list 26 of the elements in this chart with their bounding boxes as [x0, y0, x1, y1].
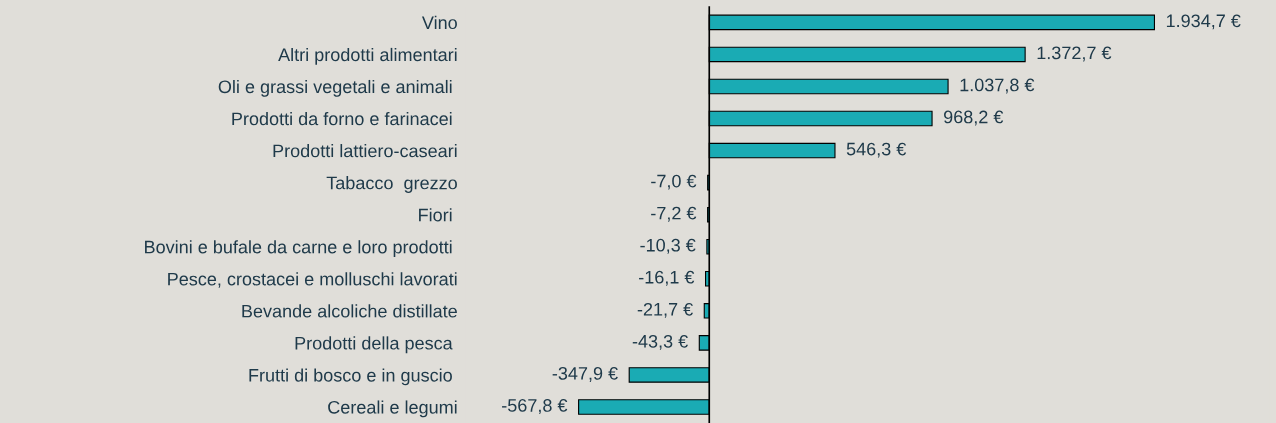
data-label: 968,2 € [944, 110, 1004, 126]
y-tick-label: Bevande alcoliche distillate [242, 304, 457, 318]
data-label: -16,1 € [639, 270, 695, 286]
data-label: 1.934,7 € [1166, 14, 1241, 30]
y-tick-label: Prodotti da forno e farinacei [232, 111, 452, 126]
y-tick-label: Cereali e legumi [328, 400, 457, 418]
y-tick-label: Oli e grassi vegetali e animali [218, 79, 452, 97]
data-label: -347,9 € [552, 366, 618, 382]
data-label: -7,0 € [651, 174, 697, 190]
data-label: -43,3 € [632, 334, 688, 350]
data-label: 1.372,7 € [1037, 46, 1112, 62]
y-tick-label: Prodotti lattiero-caseari [273, 144, 457, 158]
y-tick-label: Bovini e bufale da carne e loro prodotti [145, 240, 452, 258]
data-label: -10,3 € [640, 238, 696, 254]
data-label: -567,8 € [502, 399, 568, 414]
y-tick-label: Prodotti della pesca [295, 336, 453, 354]
data-label: 1.037,8 € [960, 78, 1035, 94]
y-tick-label: Altri prodotti alimentari [278, 47, 457, 65]
y-tick-label: Tabacco grezzo [326, 176, 457, 193]
data-label: -7,2 € [651, 206, 697, 222]
y-tick-label: Frutti di bosco e in guscio [249, 368, 452, 386]
y-tick-label: Vino [421, 15, 457, 30]
y-tick-label: Pesce, crostacei e molluschi lavorati [168, 272, 457, 288]
data-label: -21,7 € [637, 302, 693, 318]
data-label: 546,3 € [846, 142, 907, 158]
y-tick-label: Fiori [419, 208, 452, 222]
